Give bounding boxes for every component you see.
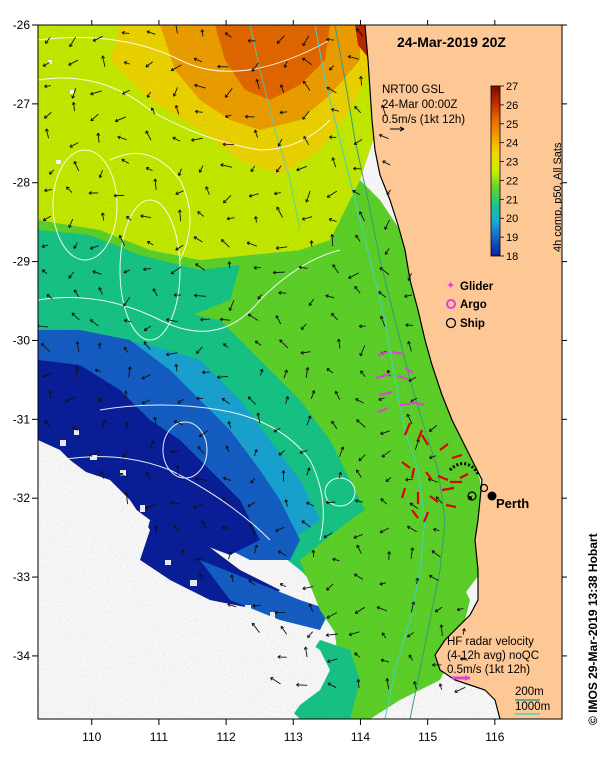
lat-tick-label: -31: [13, 412, 31, 426]
colorbar-tick-label: 25: [506, 119, 518, 131]
legend-glider: Glider: [460, 281, 494, 293]
colorbar-tick-label: 19: [506, 232, 518, 244]
hf-note-2: (4-12h avg) noQC: [447, 650, 539, 662]
lat-tick-label: -34: [13, 649, 31, 663]
lon-tick-label: 111: [150, 730, 169, 744]
hf-note-1: HF radar velocity: [447, 636, 534, 648]
colorbar-tick-label: 26: [506, 100, 518, 112]
hf-note-3: 0.5m/s (1kt 12h): [447, 664, 530, 676]
colorbar-tick-label: 24: [506, 138, 518, 150]
lat-tick-label: -32: [13, 491, 31, 505]
lat-tick-label: -33: [13, 570, 31, 584]
perth-label: Perth: [496, 496, 529, 511]
colorbar-tick-label: 22: [506, 175, 518, 187]
imos-credit: © IMOS 29-Mar-2019 13:38 Hobart: [586, 533, 600, 725]
lat-tick-label: -28: [13, 176, 31, 190]
map-title: 24-Mar-2019 20Z: [397, 34, 506, 50]
legend-ship: Ship: [460, 318, 485, 330]
lat-tick-label: -26: [13, 18, 31, 32]
colorbar-tick-label: 21: [506, 194, 518, 206]
product-note-1: NRT00 GSL: [382, 84, 445, 96]
lon-tick-label: 115: [418, 730, 437, 744]
colorbar-tick-label: 18: [506, 251, 518, 263]
lon-tick-label: 113: [284, 730, 303, 744]
lon-tick-label: 110: [82, 730, 101, 744]
sst-field: Perth 24-Mar-2019 20Z NRT00 GSL 24-Mar 0…: [36, 22, 564, 719]
glider-star-icon: ✦: [446, 279, 455, 292]
product-note-2: 24-Mar 00:00Z: [382, 99, 457, 111]
lon-tick-label: 114: [351, 730, 370, 744]
colorbar: [491, 86, 500, 256]
lat-tick-label: -27: [13, 97, 31, 111]
current-arrow: [296, 685, 307, 686]
colorbar-tick-label: 20: [506, 213, 518, 225]
colorbar-tick-label: 23: [506, 157, 518, 169]
lon-tick-label: 112: [217, 730, 236, 744]
colorbar-tick-label: 27: [506, 81, 518, 93]
lat-tick-label: -30: [13, 333, 31, 347]
legend-argo: Argo: [460, 299, 487, 311]
product-note-3: 0.5m/s (1kt 12h): [382, 114, 465, 126]
current-arrowhead: [174, 22, 177, 25]
isobath-1000-label: 1000m: [515, 701, 550, 713]
lon-tick-label: 116: [485, 730, 504, 744]
isobath-200-label: 200m: [515, 686, 544, 698]
lat-tick-label: -29: [13, 255, 31, 269]
